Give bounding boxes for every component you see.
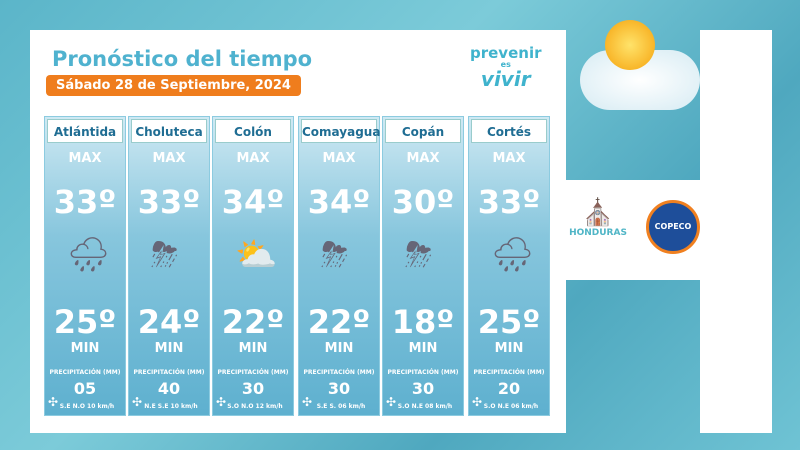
city-name: Copán [385,119,461,143]
wind-value: S.O N.O 12 km/h [227,403,283,410]
date-badge: Sábado 28 de Septiembre, 2024 [46,75,301,96]
cloud-storm-icon: ⛈ [151,235,179,275]
wind-icon: ✣ [472,395,483,409]
forecast-card: Copán MAX 30º ⛈ 18º MIN PRECIPITACIÓN (M… [382,116,464,416]
city-name: Comayagua [301,119,380,143]
precip-value: 30 [327,379,351,398]
max-temp: 33º [477,183,541,221]
precip-label: PRECIPITACIÓN (MM) [133,369,205,376]
precip-value: 40 [157,379,181,398]
min-temp: 22º [307,303,371,341]
precip-value: 30 [241,379,265,398]
precip-value: 05 [73,379,97,398]
min-temp: 25º [477,303,541,341]
sun-cloud-icon: ⛅ [235,235,278,275]
wind-icon: ✣ [386,395,397,409]
max-temp: 34º [221,183,285,221]
max-label: MAX [68,151,102,166]
cloud-rain-icon: 🌧 [491,235,535,275]
wind-value: S.O N.E 08 km/h [397,403,453,410]
city-name: Colón [215,119,291,143]
wind-icon: ✣ [216,395,227,409]
precip-label: PRECIPITACIÓN (MM) [303,369,375,376]
city-name: Cortés [471,119,547,143]
brand-logo: prevenir es vivir [470,44,542,91]
max-label: MAX [322,151,356,166]
precip-value: 20 [497,379,521,398]
page-title: Pronóstico del tiempo [52,47,313,71]
forecast-card: Choluteca MAX 33º ⛈ 24º MIN PRECIPITACIÓ… [128,116,210,416]
precip-label: PRECIPITACIÓN (MM) [387,369,459,376]
precip-label: PRECIPITACIÓN (MM) [49,369,121,376]
forecast-card: Colón MAX 34º ⛅ 22º MIN PRECIPITACIÓN (M… [212,116,294,416]
min-temp: 18º [391,303,455,341]
sun-image [605,20,655,70]
forecast-card: Cortés MAX 33º 🌧 25º MIN PRECIPITACIÓN (… [468,116,550,416]
max-temp: 34º [307,183,371,221]
min-label: MIN [324,341,354,356]
copeco-text: COPECO [654,222,692,231]
brand-line3: vivir [480,67,531,91]
wind-value: N.E S.E 10 km/h [144,403,198,410]
wind-value: S.E S. 06 km/h [316,403,366,410]
max-temp: 33º [137,183,201,221]
min-label: MIN [154,341,184,356]
wind-icon: ✣ [302,395,313,409]
max-label: MAX [406,151,440,166]
brand-line1: prevenir [470,44,542,62]
city-name: Choluteca [131,119,207,143]
forecast-card: Comayagua MAX 34º ⛈ 22º MIN PRECIPITACIÓ… [298,116,380,416]
min-temp: 24º [137,303,201,341]
min-label: MIN [238,341,268,356]
cloud-rain-icon: 🌧 [67,235,111,275]
min-label: MIN [408,341,438,356]
copeco-logo: COPECO [646,200,700,254]
min-temp: 22º [221,303,285,341]
wind-value: S.O N.E 06 km/h [483,403,539,410]
wind-value: S.E N.O 10 km/h [59,403,115,410]
city-name: Atlántida [47,119,123,143]
precip-label: PRECIPITACIÓN (MM) [473,369,545,376]
cloud-storm-icon: ⛈ [321,235,349,275]
wind-icon: ✣ [48,395,59,409]
max-temp: 33º [53,183,117,221]
brand-line2: es [500,60,511,69]
min-temp: 25º [53,303,117,341]
honduras-text: HONDURAS [569,228,627,238]
decorative-bar [700,30,772,433]
forecast-card: Atlántida MAX 33º 🌧 25º MIN PRECIPITACIÓ… [44,116,126,416]
wind-icon: ✣ [132,395,143,409]
max-label: MAX [236,151,270,166]
honduras-logo: ⛪ HONDURAS [569,198,627,238]
min-label: MIN [494,341,524,356]
cloud-storm-icon: ⛈ [405,235,433,275]
precip-label: PRECIPITACIÓN (MM) [217,369,289,376]
max-label: MAX [152,151,186,166]
min-label: MIN [70,341,100,356]
max-temp: 30º [391,183,455,221]
max-label: MAX [492,151,526,166]
precip-value: 30 [411,379,435,398]
